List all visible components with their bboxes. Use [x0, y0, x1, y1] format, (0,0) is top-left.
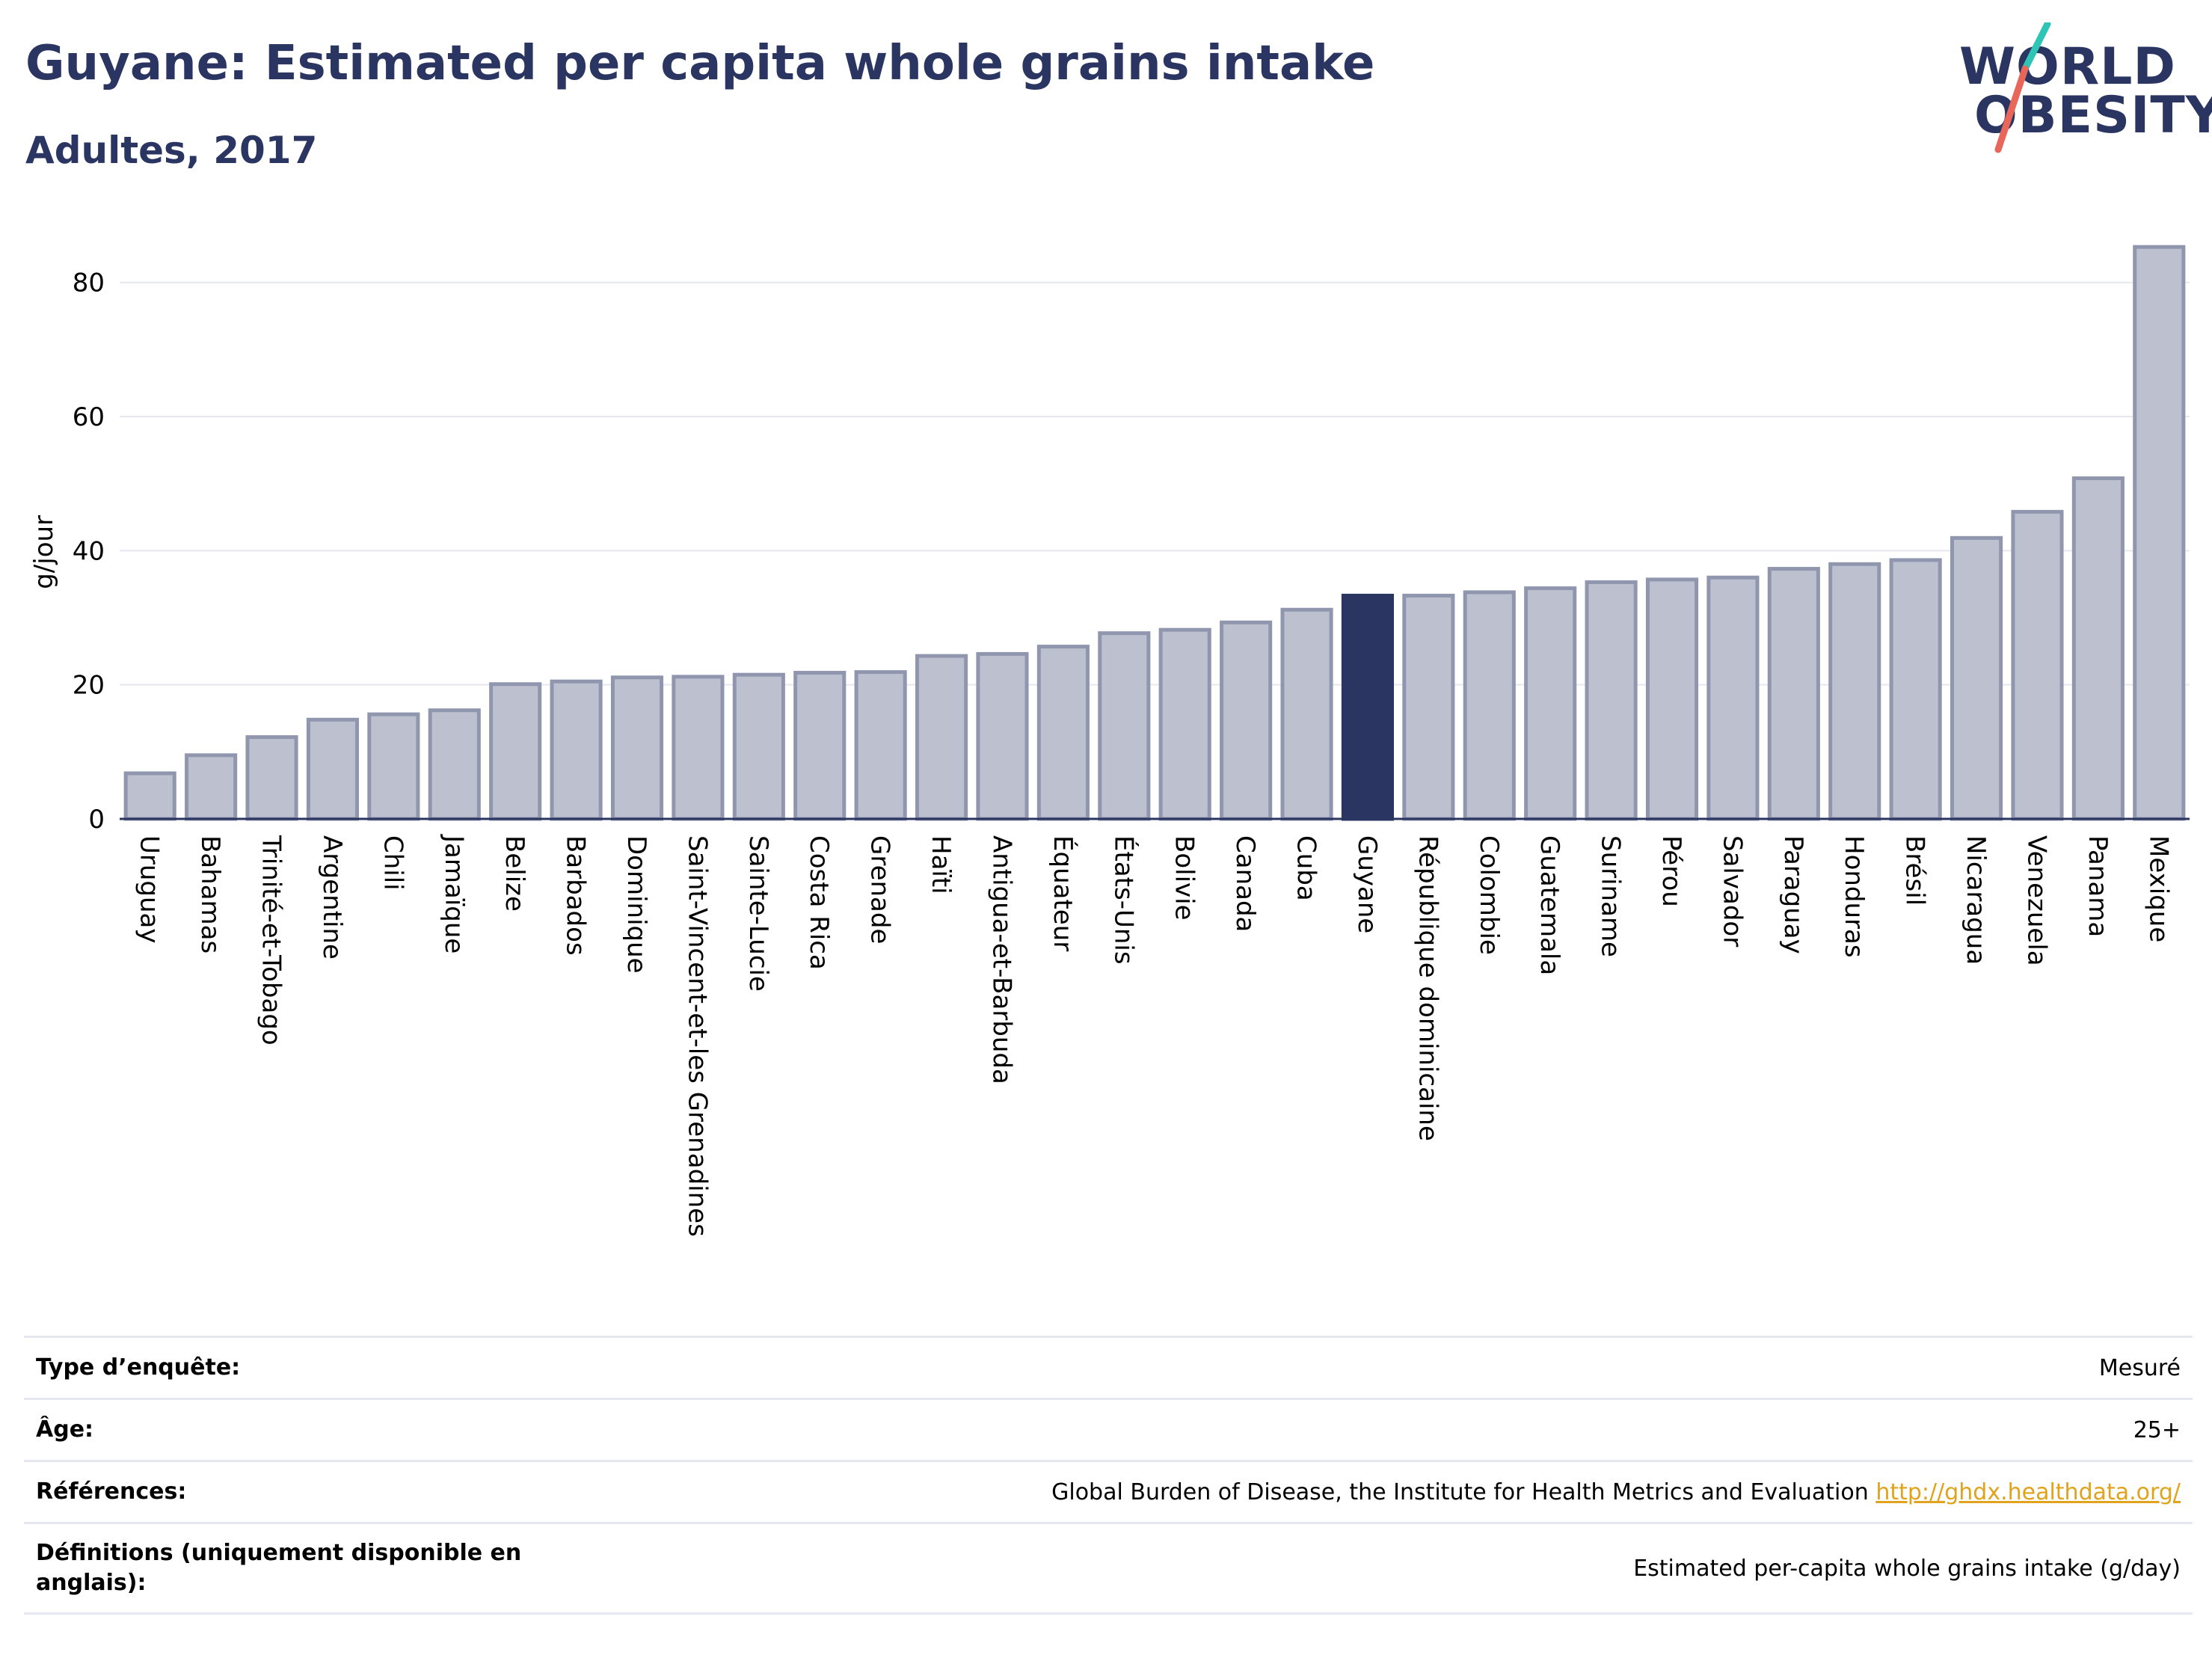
x-tick-label: Paraguay	[1778, 835, 1808, 954]
x-tick-label: Guatemala	[1534, 835, 1564, 975]
bar	[915, 654, 968, 821]
bar	[1706, 575, 1760, 821]
reference-text: Global Burden of Disease, the Institute …	[1051, 1479, 1869, 1505]
y-tick-label: 20	[73, 671, 105, 701]
bar	[1645, 577, 1699, 821]
y-tick-label: 60	[73, 402, 105, 432]
bar	[489, 682, 542, 821]
bar	[1767, 567, 1820, 821]
y-tick-label: 80	[73, 268, 105, 298]
info-label: Définitions (uniquement disponible en an…	[36, 1540, 522, 1596]
info-row-age: Âge: 25+	[24, 1398, 2193, 1460]
bar	[1828, 562, 1881, 821]
info-table: Type d’enquête: Mesuré Âge: 25+ Référenc…	[24, 1336, 2193, 1615]
bar	[245, 735, 298, 821]
x-tick-label: Colombie	[1474, 835, 1504, 955]
x-tick-label: Bolivie	[1170, 835, 1199, 921]
bar	[1524, 586, 1577, 821]
bar	[367, 712, 420, 821]
bar	[1280, 607, 1333, 821]
bar	[1158, 627, 1211, 821]
x-tick-label: Costa Rica	[804, 835, 834, 970]
bar	[1463, 590, 1516, 821]
reference-link[interactable]: http://ghdx.healthdata.org/	[1875, 1479, 2181, 1505]
bar	[428, 708, 481, 821]
bar	[550, 679, 603, 821]
bar	[1341, 593, 1395, 821]
x-tick-label: Venezuela	[2021, 835, 2051, 966]
x-tick-label: Trinité-et-Tobago	[256, 835, 286, 1045]
x-tick-label: République dominicaine	[1413, 835, 1443, 1141]
bar	[793, 671, 847, 821]
bar	[672, 675, 725, 821]
x-tick-label: Dominique	[621, 835, 651, 974]
x-tick-label: États-Unis	[1108, 835, 1139, 965]
y-axis-label: g/jour	[29, 515, 59, 589]
x-tick-label: Suriname	[1596, 835, 1626, 957]
y-tick-label: 40	[73, 536, 105, 566]
x-tick-label: Saint-Vincent-et-les Grenadines	[682, 835, 712, 1237]
info-row-references: Références: Global Burden of Disease, th…	[24, 1460, 2193, 1522]
info-value: Mesuré	[2098, 1354, 2181, 1381]
x-tick-label: Antigua-et-Barbuda	[986, 835, 1016, 1084]
bar	[1220, 620, 1273, 821]
x-tick-label: Salvador	[1717, 835, 1747, 947]
chart-title: Guyane: Estimated per capita whole grain…	[25, 36, 1375, 91]
bar	[123, 771, 176, 821]
bar	[2011, 509, 2064, 821]
x-tick-label: Barbados	[561, 835, 591, 956]
bar	[2133, 245, 2186, 821]
x-tick-label: Pérou	[1656, 835, 1686, 907]
bar	[2071, 476, 2125, 821]
x-tick-label: Cuba	[1291, 835, 1321, 901]
x-tick-label: Grenade	[865, 835, 895, 944]
bar	[1950, 535, 2003, 821]
bar	[185, 753, 238, 821]
x-tick-label: Panama	[2083, 835, 2113, 937]
bar	[1098, 631, 1151, 821]
bar	[610, 675, 664, 821]
x-tick-label: Uruguay	[135, 835, 165, 944]
info-label: Références:	[36, 1479, 187, 1505]
x-tick-label: Haïti	[926, 835, 956, 894]
info-value: Global Burden of Disease, the Institute …	[1051, 1479, 2181, 1505]
x-tick-label: Chili	[378, 835, 408, 891]
world-obesity-logo[interactable]: WORLD OBESITY	[1944, 22, 2212, 157]
x-tick-label: Canada	[1230, 835, 1260, 932]
bar	[976, 651, 1029, 821]
x-tick-label: Belize	[500, 835, 529, 912]
bar	[732, 672, 785, 821]
bar	[1402, 593, 1455, 821]
x-tick-label: Sainte-Lucie	[743, 835, 773, 992]
logo-slash-icon	[1994, 22, 2051, 153]
x-tick-label: Guyane	[1352, 835, 1382, 933]
info-row-survey-type: Type d’enquête: Mesuré	[24, 1336, 2193, 1398]
logo-text-world: WORLD	[1959, 37, 2176, 96]
x-tick-label: Mexique	[2143, 835, 2173, 942]
x-tick-label: Brésil	[1900, 835, 1930, 906]
info-value: 25+	[2133, 1416, 2181, 1443]
bar	[1036, 645, 1090, 821]
bar	[306, 717, 360, 821]
x-tick-label: Honduras	[1839, 835, 1869, 958]
info-label: Type d’enquête:	[36, 1354, 241, 1381]
x-tick-label: Jamaïque	[439, 834, 469, 954]
info-value: Estimated per-capita whole grains intake…	[1633, 1555, 2181, 1582]
bar	[1889, 558, 1942, 821]
x-tick-label: Bahamas	[195, 835, 225, 954]
y-tick-label: 0	[88, 805, 105, 835]
x-tick-label: Nicaragua	[1961, 835, 1991, 965]
bar	[1585, 580, 1638, 821]
bar	[854, 670, 907, 821]
bar-chart: 0 20 40 60 80 g/jour Uruguay Bahamas Trinité-et-…	[29, 245, 2190, 1237]
x-tick-label: Équateur	[1048, 835, 1078, 951]
info-label: Âge:	[36, 1416, 94, 1443]
info-row-definitions: Définitions (uniquement disponible en an…	[24, 1522, 2193, 1615]
chart-subtitle: Adultes, 2017	[25, 129, 318, 172]
x-tick-label: Argentine	[317, 835, 347, 959]
